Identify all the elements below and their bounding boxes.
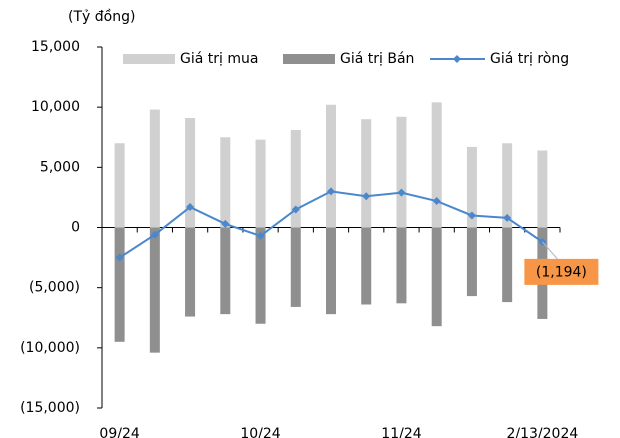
bar: [396, 116, 407, 228]
y-tick-label: 15,000: [31, 39, 80, 55]
annotation-leader: [542, 241, 558, 260]
net-marker: [291, 205, 300, 214]
net-marker: [115, 253, 124, 262]
bar: [502, 227, 513, 303]
x-tick-label: 10/24: [240, 426, 280, 438]
y-tick-label: (5,000): [29, 280, 80, 296]
x-tick-label: 2/13/2024: [506, 426, 578, 438]
bar: [326, 104, 336, 228]
bar: [431, 102, 442, 228]
net-marker: [327, 187, 335, 196]
net-marker: [503, 213, 512, 222]
bar: [185, 117, 196, 228]
bar: [361, 119, 372, 228]
bar: [290, 227, 301, 307]
y-tick-label: 5,000: [40, 159, 80, 175]
net-marker: [467, 211, 476, 220]
bar: [502, 143, 513, 228]
x-tick-label: 09/24: [99, 426, 139, 438]
bar: [149, 109, 160, 228]
y-tick-label: (15,000): [20, 400, 80, 416]
net-marker: [150, 230, 159, 239]
bar: [396, 227, 407, 304]
bar: [466, 146, 477, 228]
legend-label: Giá trị mua: [180, 51, 258, 67]
y-tick-label: 0: [71, 220, 80, 236]
bar: [114, 143, 125, 228]
bar: [326, 227, 336, 315]
legend-swatch: [123, 54, 175, 64]
bar: [220, 227, 231, 315]
net-marker: [397, 188, 406, 197]
bar: [185, 227, 196, 317]
legend-swatch: [283, 54, 335, 64]
y-tick-label: (10,000): [20, 340, 80, 356]
legend-label: Giá trị ròng: [490, 51, 569, 67]
net-marker: [221, 219, 230, 228]
bar: [114, 227, 125, 342]
value-label: (1,194): [536, 264, 587, 280]
bar: [361, 227, 372, 305]
bar: [431, 227, 442, 327]
net-marker: [362, 192, 371, 201]
bar: [255, 227, 266, 324]
net-marker: [256, 231, 265, 240]
y-tick-label: 10,000: [31, 99, 80, 115]
bar: [537, 150, 548, 228]
y-unit-label: (Tỷ đồng): [68, 8, 135, 25]
bar: [466, 227, 477, 297]
bar: [290, 130, 301, 228]
bar: [255, 139, 266, 228]
x-tick-label: 11/24: [381, 426, 421, 438]
legend-marker: [453, 55, 461, 63]
net-marker: [186, 203, 195, 212]
annotation-box: [524, 258, 599, 285]
net-marker: [432, 197, 441, 206]
bar: [149, 227, 160, 353]
legend-label: Giá trị Bán: [340, 51, 414, 67]
bar: [220, 137, 231, 228]
